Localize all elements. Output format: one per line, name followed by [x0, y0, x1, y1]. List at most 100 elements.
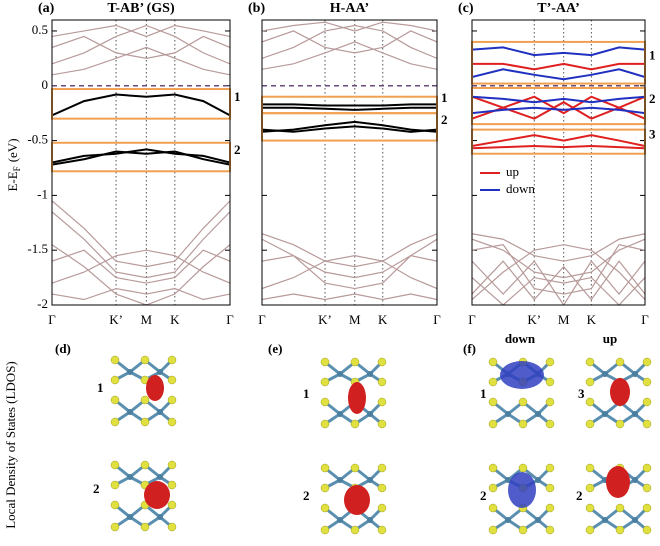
band [52, 93, 230, 117]
density-blob [144, 481, 170, 509]
x-tick-label: M [141, 312, 153, 327]
band [262, 103, 437, 107]
density-blob [344, 485, 370, 515]
column-label: up [603, 331, 617, 346]
band [262, 21, 437, 32]
column-label: down [505, 331, 536, 346]
box-label: 2 [441, 112, 448, 127]
x-tick-label: K [378, 312, 388, 327]
band [472, 276, 645, 305]
ldos-axis-label: Local Density of States (LDOS) [3, 361, 18, 529]
y-axis-label: E-EF (eV) [5, 138, 22, 191]
band [472, 106, 645, 115]
state-label: 1 [480, 386, 487, 401]
x-tick-label: Γ [48, 312, 56, 327]
band [52, 150, 230, 166]
y-tick-label: -1.5 [27, 241, 48, 256]
band [262, 106, 437, 111]
band [262, 125, 437, 133]
x-tick-label: Γ [258, 312, 266, 327]
bands [52, 24, 230, 305]
panel-label: (c) [458, 1, 474, 16]
x-tick-label: K’ [109, 312, 123, 327]
band [472, 233, 645, 262]
x-tick-label: Γ [468, 312, 476, 327]
band [262, 255, 437, 290]
state-label: 3 [578, 386, 585, 401]
panel-label: (e) [268, 341, 282, 356]
band [52, 24, 230, 38]
band [262, 30, 437, 54]
band [52, 211, 230, 279]
state-label: 2 [93, 481, 100, 496]
panel-label: (d) [55, 341, 71, 356]
plot-frame [261, 19, 438, 306]
panel-label: (f) [463, 341, 476, 356]
band-panel: Γ K’ M K Γ 1 2 (b) H-AA’ [248, 1, 448, 327]
x-tick-label: K [170, 312, 180, 327]
x-tick-label: Γ [641, 312, 649, 327]
state-label: 2 [303, 488, 310, 503]
band [262, 293, 437, 301]
box-label: 1 [649, 48, 656, 63]
band [52, 200, 230, 268]
y-label-main: E-E [5, 171, 20, 191]
x-tick-label: Γ [433, 312, 441, 327]
legend-label: down [506, 181, 535, 196]
state-label: 1 [97, 380, 104, 395]
plot-frame [51, 19, 231, 306]
band [262, 120, 437, 133]
density-blob [606, 466, 630, 498]
density-blob [610, 378, 630, 406]
legend-label: up [506, 164, 519, 179]
chart-title: T’-AA’ [537, 1, 580, 16]
density-blob [508, 472, 536, 508]
band [52, 244, 230, 305]
band [262, 233, 437, 268]
chart-title: T-AB’ (GS) [107, 1, 175, 16]
x-tick-label: M [349, 312, 361, 327]
band-panel: Γ K’ M K Γ 0.5 0 -0.5 -1 -1.5 -2 1 2 (a) T-AB’ (GS) [27, 1, 240, 327]
panel-label: (a) [38, 1, 55, 16]
y-label-unit: (eV) [5, 138, 20, 162]
band [472, 260, 645, 301]
x-tick-label: M [558, 312, 570, 327]
ldos-section: Local Density of States (LDOS) (d) (e) (… [3, 331, 653, 536]
y-label-sub: F [12, 166, 22, 171]
y-tick-label: 0.5 [32, 22, 48, 37]
band [472, 134, 645, 148]
band [472, 244, 645, 300]
bands [472, 46, 645, 305]
band [472, 145, 645, 150]
y-tick-label: 0 [42, 77, 49, 92]
density-blob [348, 382, 366, 414]
band [472, 260, 645, 305]
band [52, 287, 230, 301]
state-label: 1 [303, 386, 310, 401]
band [52, 148, 230, 164]
state-label: 2 [480, 488, 487, 503]
box-label: 1 [441, 90, 448, 105]
state-label: 2 [576, 488, 583, 503]
bands [262, 21, 437, 301]
band [52, 46, 230, 76]
band [472, 238, 645, 279]
x-tick-label: K’ [527, 312, 541, 327]
band [472, 46, 645, 57]
band [52, 24, 230, 65]
band [52, 249, 230, 284]
box-label: 3 [649, 127, 656, 142]
y-tick-label: -2 [37, 296, 48, 311]
band [262, 41, 437, 70]
box-label: 2 [649, 91, 656, 106]
band [52, 249, 230, 284]
band [472, 244, 645, 295]
density-blob [146, 375, 164, 401]
band [472, 68, 645, 81]
y-tick-label: -1 [37, 186, 48, 201]
band [472, 95, 645, 104]
x-tick-label: K [587, 312, 597, 327]
x-tick-label: Γ [226, 312, 234, 327]
band [52, 35, 230, 59]
